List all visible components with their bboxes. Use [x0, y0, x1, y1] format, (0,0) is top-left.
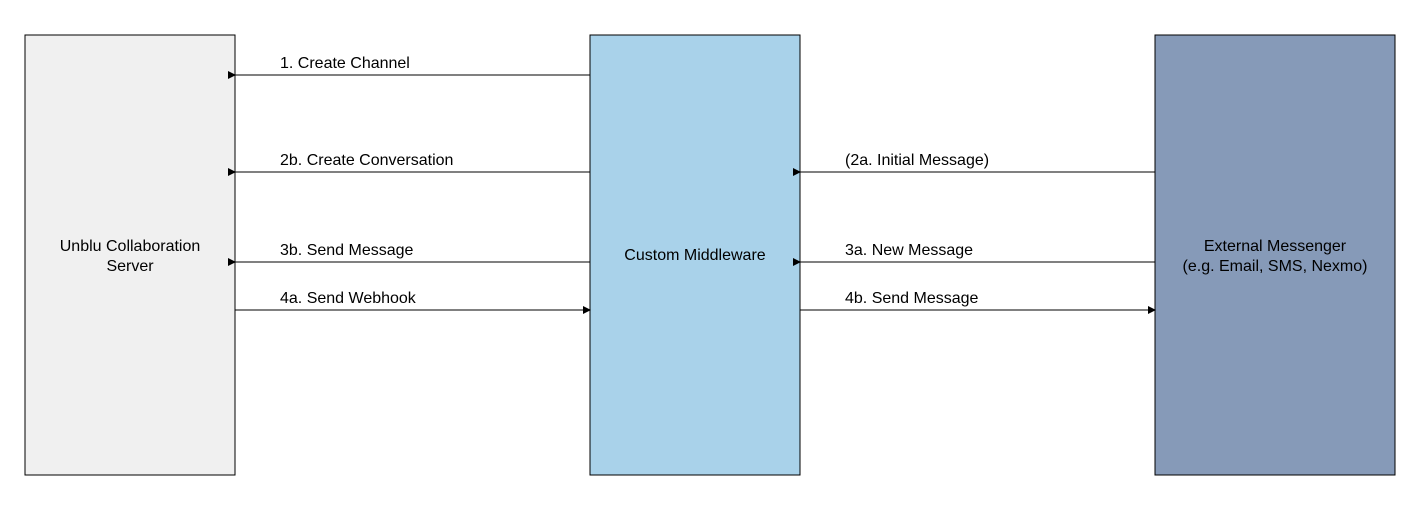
sequence-diagram: Unblu Collaboration Server Custom Middlewa… [0, 0, 1420, 508]
arrow-label-3: 3b. Send Message [280, 242, 414, 259]
arrow-label-5: 4a. Send Webhook [280, 290, 417, 307]
unblu-server-box-label-2: Server [106, 258, 154, 275]
external-messenger-box [1155, 35, 1395, 475]
external-messenger-box-label-2: (e.g. Email, SMS, Nexmo) [1183, 258, 1368, 275]
arrow-label-1: 2b. Create Conversation [280, 152, 453, 169]
arrow-label-6: 4b. Send Message [845, 290, 979, 307]
unblu-server-box [25, 35, 235, 475]
arrow-label-0: 1. Create Channel [280, 55, 410, 72]
external-messenger-box-label: External Messenger [1204, 238, 1347, 255]
unblu-server-box-label: Unblu Collaboration [60, 238, 201, 255]
arrow-label-2: (2a. Initial Message) [845, 152, 989, 169]
custom-middleware-box-label: Custom Middleware [624, 247, 765, 264]
arrow-label-4: 3a. New Message [845, 242, 973, 259]
